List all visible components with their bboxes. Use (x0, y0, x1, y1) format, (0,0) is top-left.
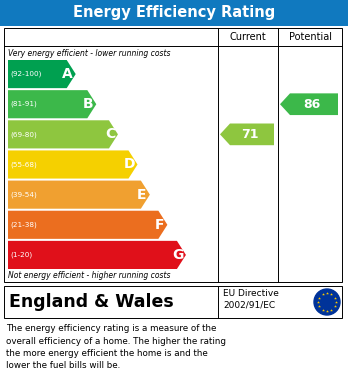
Text: (21-38): (21-38) (10, 222, 37, 228)
Text: B: B (83, 97, 94, 111)
Text: G: G (172, 248, 184, 262)
Text: Energy Efficiency Rating: Energy Efficiency Rating (73, 5, 275, 20)
Text: EU Directive
2002/91/EC: EU Directive 2002/91/EC (223, 289, 279, 309)
Polygon shape (8, 90, 96, 118)
Text: (69-80): (69-80) (10, 131, 37, 138)
Text: Very energy efficient - lower running costs: Very energy efficient - lower running co… (8, 50, 171, 59)
Bar (0, 0, 348, 26)
Text: E: E (137, 188, 147, 202)
Text: F: F (155, 218, 164, 232)
Text: (92-100): (92-100) (10, 71, 41, 77)
Polygon shape (8, 151, 137, 179)
Text: 86: 86 (303, 98, 321, 111)
Polygon shape (220, 124, 274, 145)
Bar (4, 286, 342, 318)
Polygon shape (8, 241, 186, 269)
Polygon shape (8, 120, 118, 149)
Text: 71: 71 (241, 128, 259, 141)
Text: D: D (124, 158, 135, 172)
Polygon shape (8, 211, 167, 239)
Circle shape (314, 289, 340, 315)
Text: (1-20): (1-20) (10, 252, 32, 258)
Text: The energy efficiency rating is a measure of the
overall efficiency of a home. T: The energy efficiency rating is a measur… (6, 324, 226, 371)
Text: (55-68): (55-68) (10, 161, 37, 168)
Text: Current: Current (230, 32, 266, 42)
Text: Potential: Potential (288, 32, 332, 42)
Text: Not energy efficient - higher running costs: Not energy efficient - higher running co… (8, 271, 171, 280)
Text: England & Wales: England & Wales (9, 293, 174, 311)
Text: (39-54): (39-54) (10, 191, 37, 198)
Text: (81-91): (81-91) (10, 101, 37, 108)
Text: A: A (62, 67, 73, 81)
Polygon shape (280, 93, 338, 115)
Text: C: C (105, 127, 115, 142)
Polygon shape (8, 181, 150, 209)
Bar (4, 28, 342, 282)
Polygon shape (8, 60, 76, 88)
